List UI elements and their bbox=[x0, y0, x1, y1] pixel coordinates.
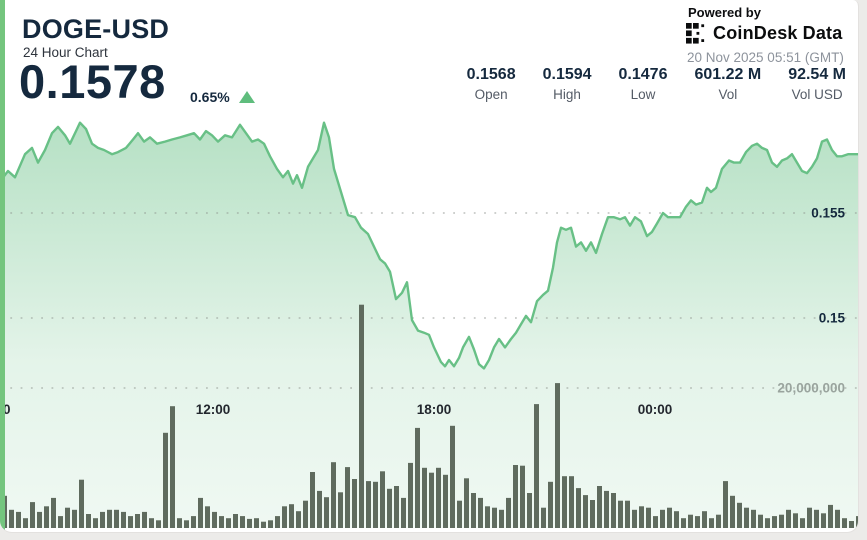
price-change: 0.65% bbox=[190, 89, 255, 105]
stat-high-label: High bbox=[553, 87, 581, 102]
price-line bbox=[0, 121, 858, 370]
chart-timestamp: 20 Nov 2025 05:51 (GMT) bbox=[687, 50, 844, 65]
ohlc-stats-row: 0.1568 Open 0.1594 High 0.1476 Low 601.2… bbox=[467, 66, 846, 102]
brand-name-data: Data bbox=[802, 23, 843, 43]
x-axis-tick-0: 0 bbox=[3, 402, 11, 417]
stat-vol: 601.22 M Vol bbox=[694, 66, 761, 102]
coindesk-data-logo: CoinDesk Data bbox=[686, 23, 842, 44]
stat-low: 0.1476 Low bbox=[619, 66, 668, 102]
stat-vol-label: Vol bbox=[718, 87, 738, 102]
stat-low-label: Low bbox=[630, 87, 656, 102]
x-axis-tick-18:00: 18:00 bbox=[416, 402, 452, 417]
y-axis-price-tick-0.155: 0.155 bbox=[811, 205, 845, 221]
powered-by-label: Powered by bbox=[688, 5, 761, 20]
x-axis-tick-00:00: 00:00 bbox=[637, 402, 673, 417]
change-percent: 0.65% bbox=[190, 89, 230, 105]
doge-usd-chart-card: DOGE-USD 24 Hour Chart 0.1578 0.65% Powe… bbox=[0, 0, 859, 533]
volume-bars bbox=[2, 304, 858, 528]
price-area-fill bbox=[0, 122, 858, 528]
brand-name-coindesk: CoinDesk bbox=[713, 23, 798, 43]
y-axis-price-tick-0.15: 0.15 bbox=[818, 310, 845, 326]
current-price: 0.1578 bbox=[19, 55, 166, 108]
stat-vol-value: 601.22 M bbox=[694, 66, 762, 83]
stat-vol-usd-label: Vol USD bbox=[791, 87, 843, 102]
price-volume-chart-canvas[interactable] bbox=[0, 0, 858, 532]
stat-open-label: Open bbox=[474, 87, 508, 102]
chart-subtitle: 24 Hour Chart bbox=[23, 45, 108, 60]
stat-vol-usd: 92.54 M Vol USD bbox=[788, 66, 846, 102]
stat-vol-usd-value: 92.54 M bbox=[788, 66, 846, 83]
y-axis-volume-tick: 20,000,000 bbox=[777, 380, 845, 396]
coindesk-logo-icon bbox=[686, 23, 705, 44]
stat-high: 0.1594 High bbox=[543, 66, 592, 102]
x-axis-tick-12:00: 12:00 bbox=[195, 402, 231, 417]
stat-open: 0.1568 Open bbox=[467, 66, 516, 102]
card-accent-border bbox=[0, 0, 5, 532]
up-triangle-icon bbox=[238, 91, 255, 103]
stat-low-value: 0.1476 bbox=[618, 66, 668, 83]
stat-open-value: 0.1568 bbox=[466, 66, 516, 83]
symbol-title: DOGE-USD bbox=[22, 14, 170, 44]
stat-high-value: 0.1594 bbox=[542, 66, 592, 83]
